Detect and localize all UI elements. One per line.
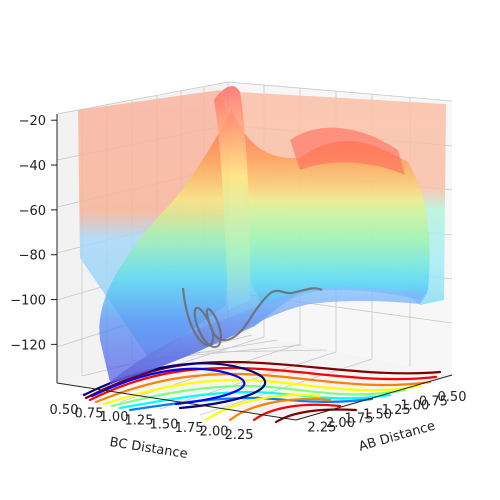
z-tick-label: −40 bbox=[19, 159, 46, 174]
y-tick-label: 1.50 bbox=[150, 417, 179, 432]
x-tick-label: 1.25 bbox=[382, 403, 411, 418]
z-tick-label: −120 bbox=[10, 338, 46, 353]
y-tick-label: 1.25 bbox=[125, 414, 154, 429]
tick-marks bbox=[51, 119, 57, 345]
y-tick-label: 1.75 bbox=[175, 421, 204, 436]
z-tick-label: −80 bbox=[19, 249, 46, 264]
x-tick-label: 2.25 bbox=[307, 420, 336, 435]
x-tick-label: 2.00 bbox=[326, 416, 355, 431]
surface-ridge-band bbox=[290, 127, 405, 175]
trajectory-path bbox=[181, 287, 323, 349]
x-tick-label: 1.75 bbox=[345, 412, 374, 427]
z-tick-label: −20 bbox=[19, 114, 46, 129]
tick-labels: −120−100−80−60−40−200.500.751.001.251.50… bbox=[10, 114, 466, 443]
y-tick-label: 0.75 bbox=[75, 407, 104, 422]
axis-lines bbox=[56, 114, 453, 421]
y-tick-label: 2.00 bbox=[200, 424, 229, 439]
x-tick-label: 1.50 bbox=[363, 407, 392, 422]
x-tick-label: 1.00 bbox=[400, 399, 429, 414]
surface-spike bbox=[214, 86, 251, 310]
y-tick-label: 1.00 bbox=[100, 410, 129, 425]
x-tick-label: 0.75 bbox=[419, 394, 448, 409]
y-axis-label: BC Distance bbox=[108, 435, 188, 462]
x-tick-label: 0.50 bbox=[438, 390, 467, 405]
z-tick-label: −100 bbox=[10, 294, 46, 309]
z-tick-label: −60 bbox=[19, 204, 46, 219]
y-tick-label: 2.25 bbox=[225, 428, 254, 443]
surface-channel-floor bbox=[110, 287, 428, 384]
energy-surface bbox=[78, 86, 446, 384]
y-tick-label: 0.50 bbox=[50, 403, 79, 418]
surface-well bbox=[99, 110, 430, 382]
